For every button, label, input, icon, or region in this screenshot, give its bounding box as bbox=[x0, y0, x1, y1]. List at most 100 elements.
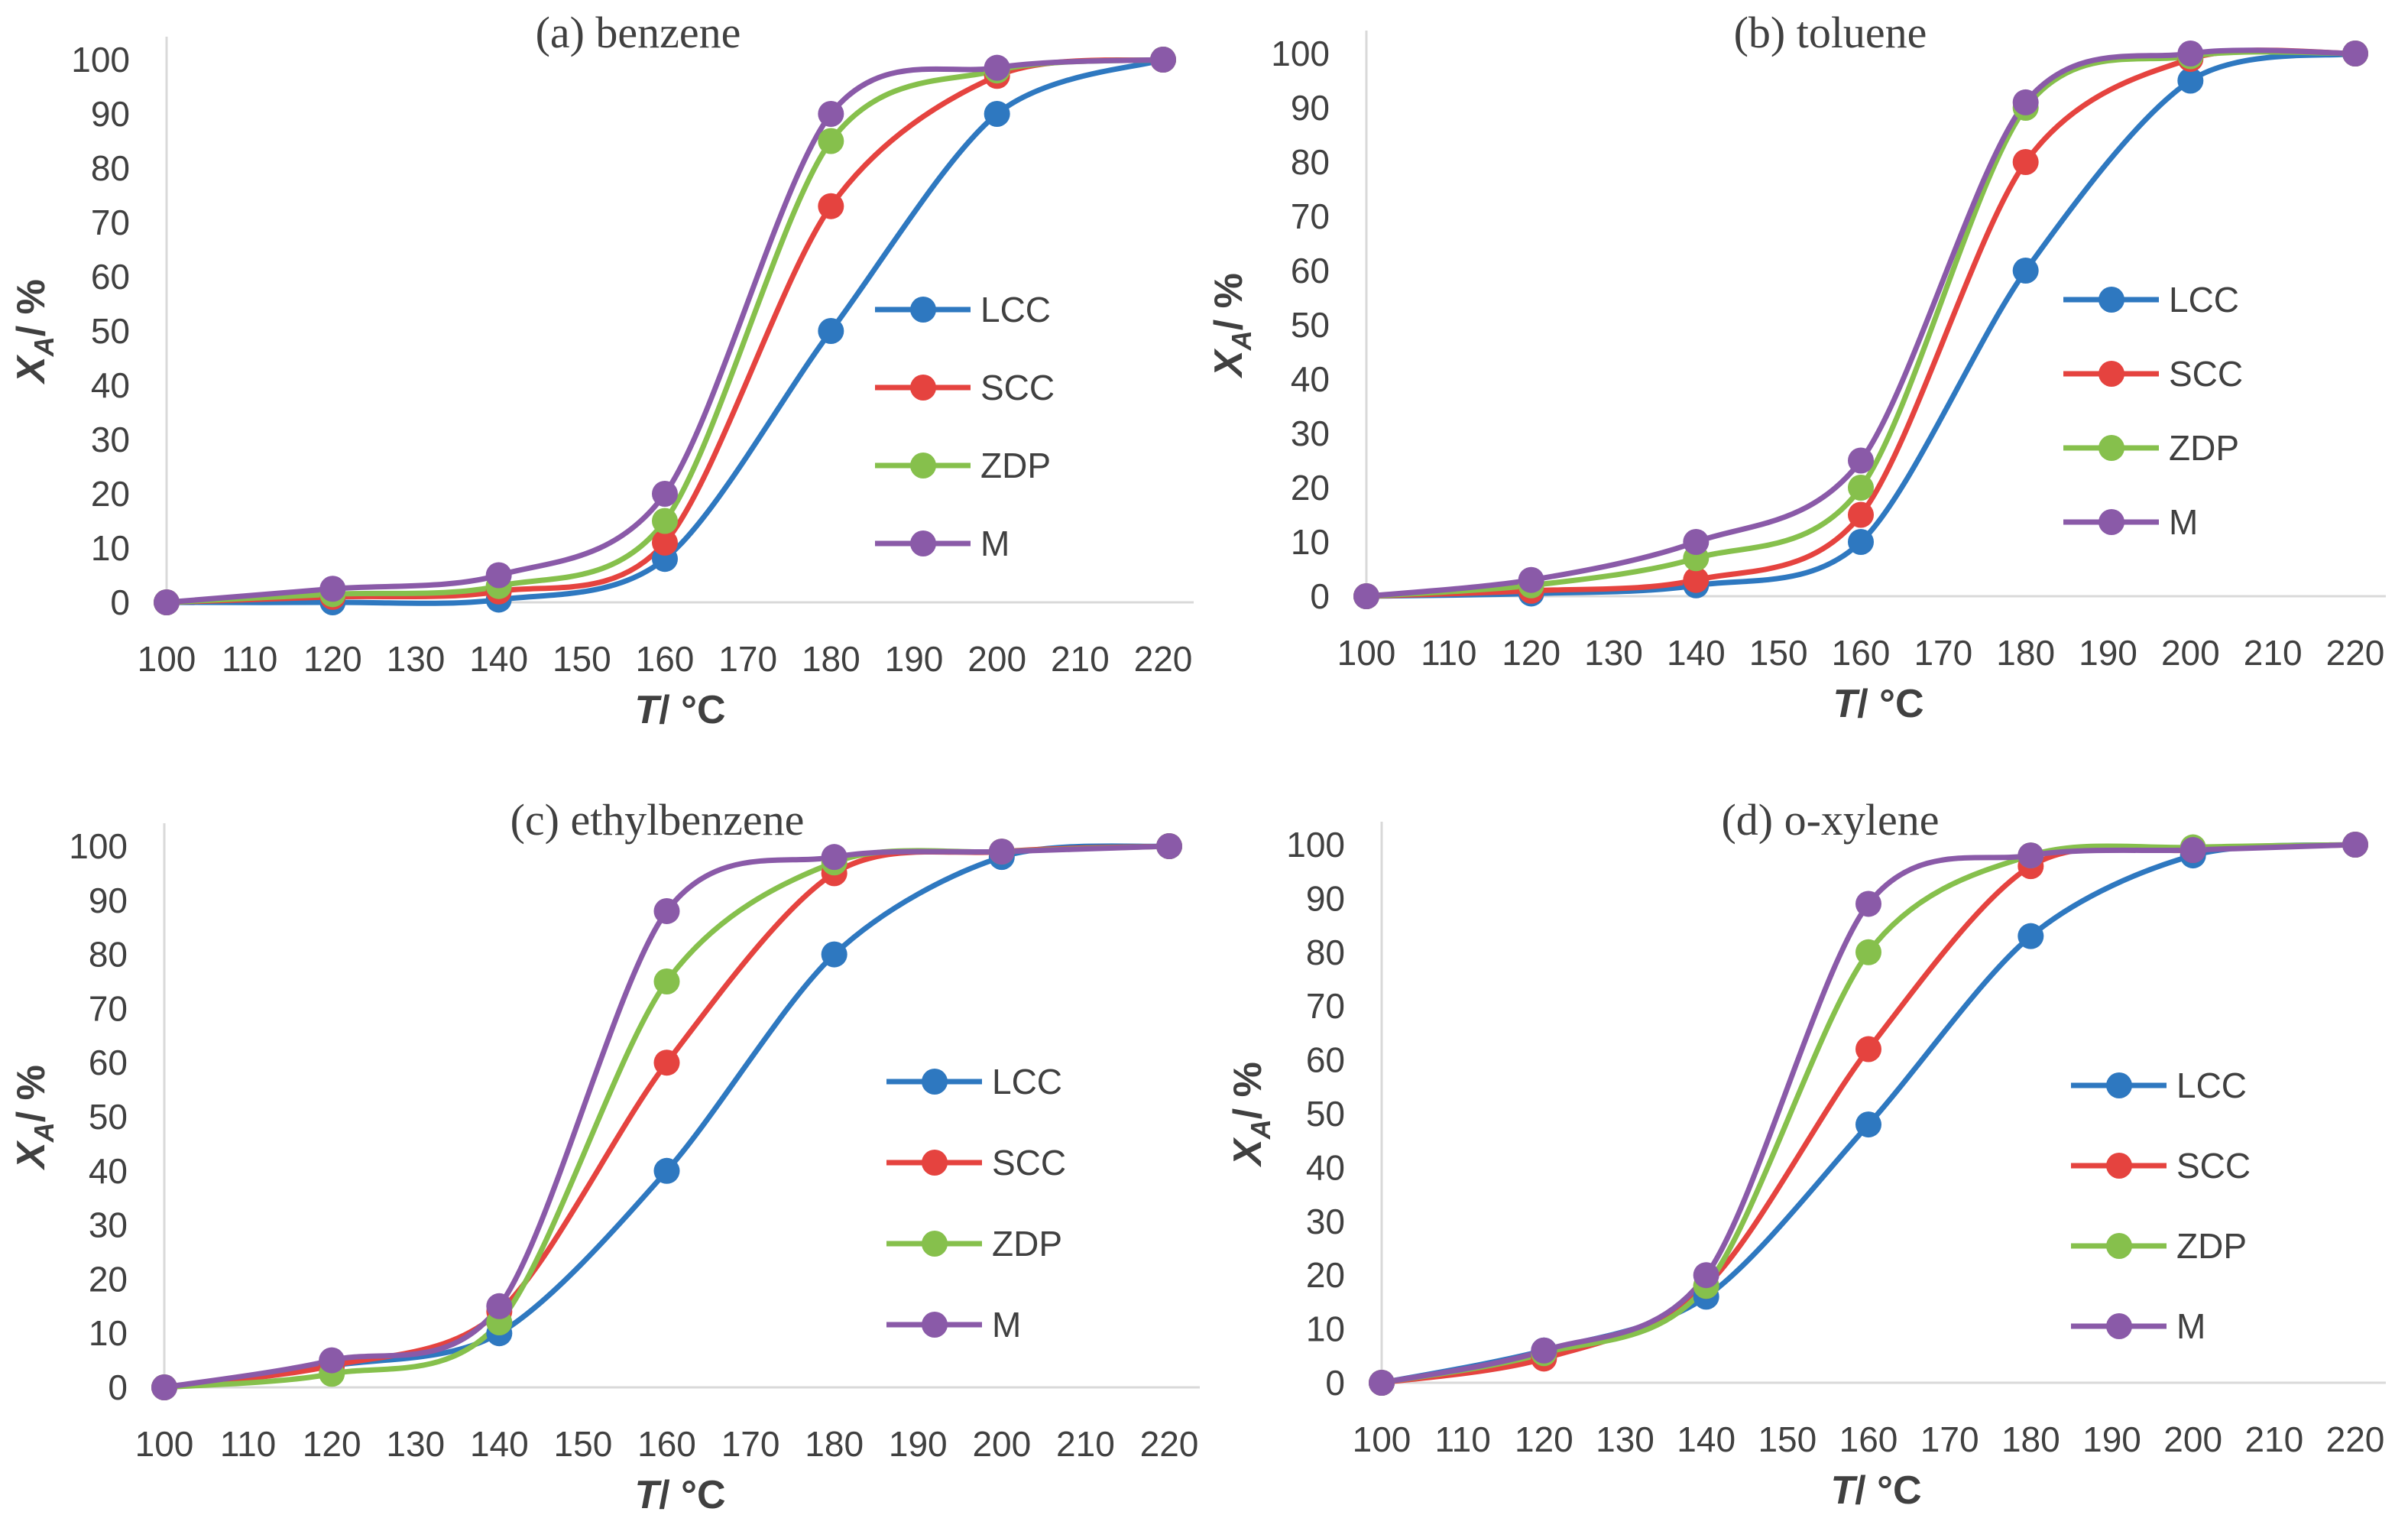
y-tick-label: 60 bbox=[89, 1043, 128, 1082]
x-tick-label: 200 bbox=[2163, 1419, 2222, 1459]
data-point-m bbox=[2177, 41, 2204, 67]
x-tick-label: 150 bbox=[554, 1424, 613, 1464]
legend-label-zdp: ZDP bbox=[992, 1224, 1062, 1264]
x-tick-label: 190 bbox=[889, 1424, 948, 1464]
y-tick-label: 10 bbox=[91, 528, 130, 568]
x-tick-label: 120 bbox=[303, 639, 362, 679]
x-tick-label: 200 bbox=[972, 1424, 1031, 1464]
x-tick-label: 120 bbox=[303, 1424, 361, 1464]
x-tick-label: 160 bbox=[636, 639, 695, 679]
y-tick-label: 20 bbox=[1306, 1255, 1345, 1295]
x-tick-label: 160 bbox=[637, 1424, 696, 1464]
x-tick-label: 220 bbox=[1140, 1424, 1199, 1464]
data-point-lcc bbox=[2012, 258, 2039, 284]
data-point-lcc bbox=[2177, 67, 2204, 94]
legend-swatch-marker bbox=[910, 453, 936, 479]
y-tick-label: 40 bbox=[91, 365, 130, 405]
data-point-m bbox=[653, 897, 680, 924]
y-tick-label: 60 bbox=[91, 257, 130, 297]
y-tick-label: 0 bbox=[1325, 1363, 1345, 1403]
legend-swatch-marker bbox=[910, 530, 936, 556]
y-tick-label: 20 bbox=[91, 474, 130, 514]
y-tick-label: 50 bbox=[91, 311, 130, 351]
legend-swatch-marker bbox=[2098, 509, 2124, 535]
chart-title: (c) ethylbenzene bbox=[510, 795, 805, 845]
legend-swatch-marker bbox=[2106, 1153, 2132, 1179]
data-point-lcc bbox=[984, 101, 1010, 127]
y-tick-label: 100 bbox=[69, 826, 128, 866]
y-axis-label: XA/ % bbox=[1207, 273, 1257, 379]
x-axis-label: T/ °C bbox=[1830, 1468, 1921, 1513]
data-point-m bbox=[818, 101, 844, 127]
x-tick-label: 180 bbox=[802, 639, 860, 679]
data-point-m bbox=[486, 1293, 513, 1319]
data-point-m bbox=[319, 576, 346, 602]
y-tick-label: 60 bbox=[1291, 251, 1330, 290]
data-point-m bbox=[1683, 529, 1710, 555]
legend-label-zdp: ZDP bbox=[980, 446, 1051, 485]
y-tick-label: 40 bbox=[1291, 359, 1330, 399]
chart-title: (a) benzene bbox=[536, 8, 741, 57]
legend-label-lcc: LCC bbox=[2176, 1066, 2247, 1105]
x-tick-label: 140 bbox=[470, 1424, 529, 1464]
y-tick-label: 100 bbox=[1271, 34, 1330, 73]
y-tick-label: 70 bbox=[1291, 196, 1330, 236]
x-tick-label: 150 bbox=[1758, 1419, 1817, 1459]
data-point-m bbox=[2017, 842, 2044, 869]
y-tick-label: 40 bbox=[89, 1151, 128, 1191]
y-tick-label: 0 bbox=[1310, 576, 1330, 616]
y-tick-label: 80 bbox=[91, 148, 130, 188]
legend-swatch-marker bbox=[922, 1312, 948, 1338]
x-axis-label: T/ °C bbox=[634, 688, 725, 732]
data-point-m bbox=[1848, 447, 1874, 474]
y-tick-label: 10 bbox=[1291, 522, 1330, 562]
x-tick-label: 140 bbox=[1677, 1419, 1736, 1459]
y-tick-label: 0 bbox=[110, 582, 130, 622]
data-point-zdp bbox=[652, 508, 678, 534]
legend-label-scc: SCC bbox=[2176, 1146, 2251, 1186]
x-tick-label: 170 bbox=[718, 639, 777, 679]
data-point-scc bbox=[653, 1049, 680, 1076]
y-tick-label: 70 bbox=[1306, 986, 1345, 1026]
data-point-lcc bbox=[653, 1157, 680, 1184]
chart-panel-2: (b) toluene 0 10 20 30 40 50 60 70 80 90 100 100 110 1… bbox=[1207, 8, 2386, 726]
x-tick-label: 130 bbox=[387, 639, 446, 679]
x-tick-label: 180 bbox=[805, 1424, 864, 1464]
y-tick-label: 100 bbox=[1286, 825, 1345, 865]
data-point-m bbox=[2180, 837, 2206, 864]
y-tick-label: 50 bbox=[1306, 1094, 1345, 1134]
data-point-m bbox=[1531, 1337, 1557, 1364]
data-point-zdp bbox=[818, 128, 844, 154]
x-tick-label: 180 bbox=[1996, 633, 2055, 673]
legend-label-zdp: ZDP bbox=[2169, 428, 2239, 468]
x-tick-label: 120 bbox=[1515, 1419, 1573, 1459]
legend-label-scc: SCC bbox=[980, 368, 1055, 407]
data-point-scc bbox=[1855, 1036, 1881, 1062]
x-tick-label: 150 bbox=[1749, 633, 1808, 673]
y-tick-label: 30 bbox=[89, 1205, 128, 1245]
x-tick-label: 190 bbox=[885, 639, 944, 679]
data-point-m bbox=[1855, 891, 1881, 917]
legend-label-m: M bbox=[2176, 1306, 2205, 1346]
x-tick-label: 220 bbox=[1134, 639, 1193, 679]
y-tick-label: 100 bbox=[71, 40, 130, 79]
y-tick-label: 10 bbox=[1306, 1309, 1345, 1349]
x-tick-label: 210 bbox=[1051, 639, 1110, 679]
x-tick-label: 200 bbox=[2161, 633, 2220, 673]
legend-swatch-marker bbox=[2106, 1233, 2132, 1259]
data-point-zdp bbox=[1855, 939, 1881, 965]
legend: LCC SCC ZDP M bbox=[875, 290, 1055, 563]
legend-label-scc: SCC bbox=[992, 1143, 1066, 1182]
data-point-m bbox=[151, 1374, 177, 1400]
data-point-zdp bbox=[653, 968, 680, 994]
data-point-scc bbox=[1683, 566, 1710, 593]
legend-label-m: M bbox=[2169, 502, 2198, 542]
data-point-m bbox=[1518, 566, 1544, 593]
x-tick-label: 130 bbox=[1596, 1419, 1654, 1459]
chart-panel-3: (c) ethylbenzene 0 10 20 30 40 50 60 70 80 90 100 10… bbox=[9, 795, 1200, 1517]
legend-swatch-marker bbox=[2106, 1313, 2132, 1339]
x-tick-label: 170 bbox=[1920, 1419, 1979, 1459]
legend-label-lcc: LCC bbox=[980, 290, 1051, 329]
y-tick-label: 20 bbox=[1291, 468, 1330, 508]
